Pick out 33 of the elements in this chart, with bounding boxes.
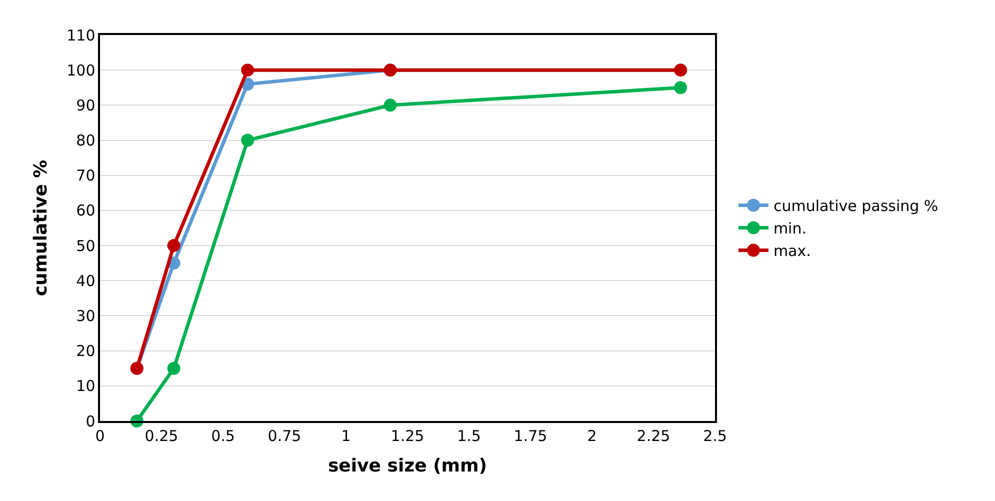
x-tick-label: 1.75: [514, 426, 548, 445]
y-tick-label: 110: [66, 26, 96, 44]
legend-label: max.: [773, 242, 811, 260]
x-tick-label: 0.75: [268, 426, 302, 445]
point: [167, 362, 180, 375]
y-tick-label: 60: [76, 202, 96, 220]
x-tick-label: 2: [587, 426, 597, 445]
y-tick-label: 100: [66, 61, 96, 80]
legend-label: cumulative passing %: [773, 197, 938, 216]
x-axis-title: seive size (mm): [328, 455, 488, 476]
y-tick-label: 0: [86, 412, 96, 430]
x-tick-label: 0.25: [144, 426, 178, 445]
point: [167, 239, 180, 252]
point: [674, 81, 688, 94]
y-tick-label: 90: [76, 96, 96, 114]
x-tick-label: 1.25: [390, 426, 424, 445]
point: [241, 64, 254, 77]
y-axis-title: cumulative %: [30, 160, 52, 296]
y-tick-label: 30: [76, 306, 96, 325]
x-tick-label: 1: [341, 426, 351, 445]
y-tick-label: 80: [76, 132, 96, 150]
x-tick-label: 2.5: [703, 426, 727, 445]
x-tick-label: 0.5: [211, 426, 235, 445]
y-tick-label: 20: [76, 342, 96, 360]
x-tick-label: 1.5: [457, 426, 481, 445]
y-tick-label: 40: [76, 272, 96, 290]
point: [384, 98, 397, 112]
y-tick-label: 50: [76, 236, 96, 255]
y-tick-label: 10: [76, 377, 96, 396]
y-tick-label: 70: [76, 166, 96, 185]
x-tick-label: 2.25: [636, 426, 670, 445]
legend-label: min.: [773, 220, 807, 238]
point: [241, 134, 254, 147]
